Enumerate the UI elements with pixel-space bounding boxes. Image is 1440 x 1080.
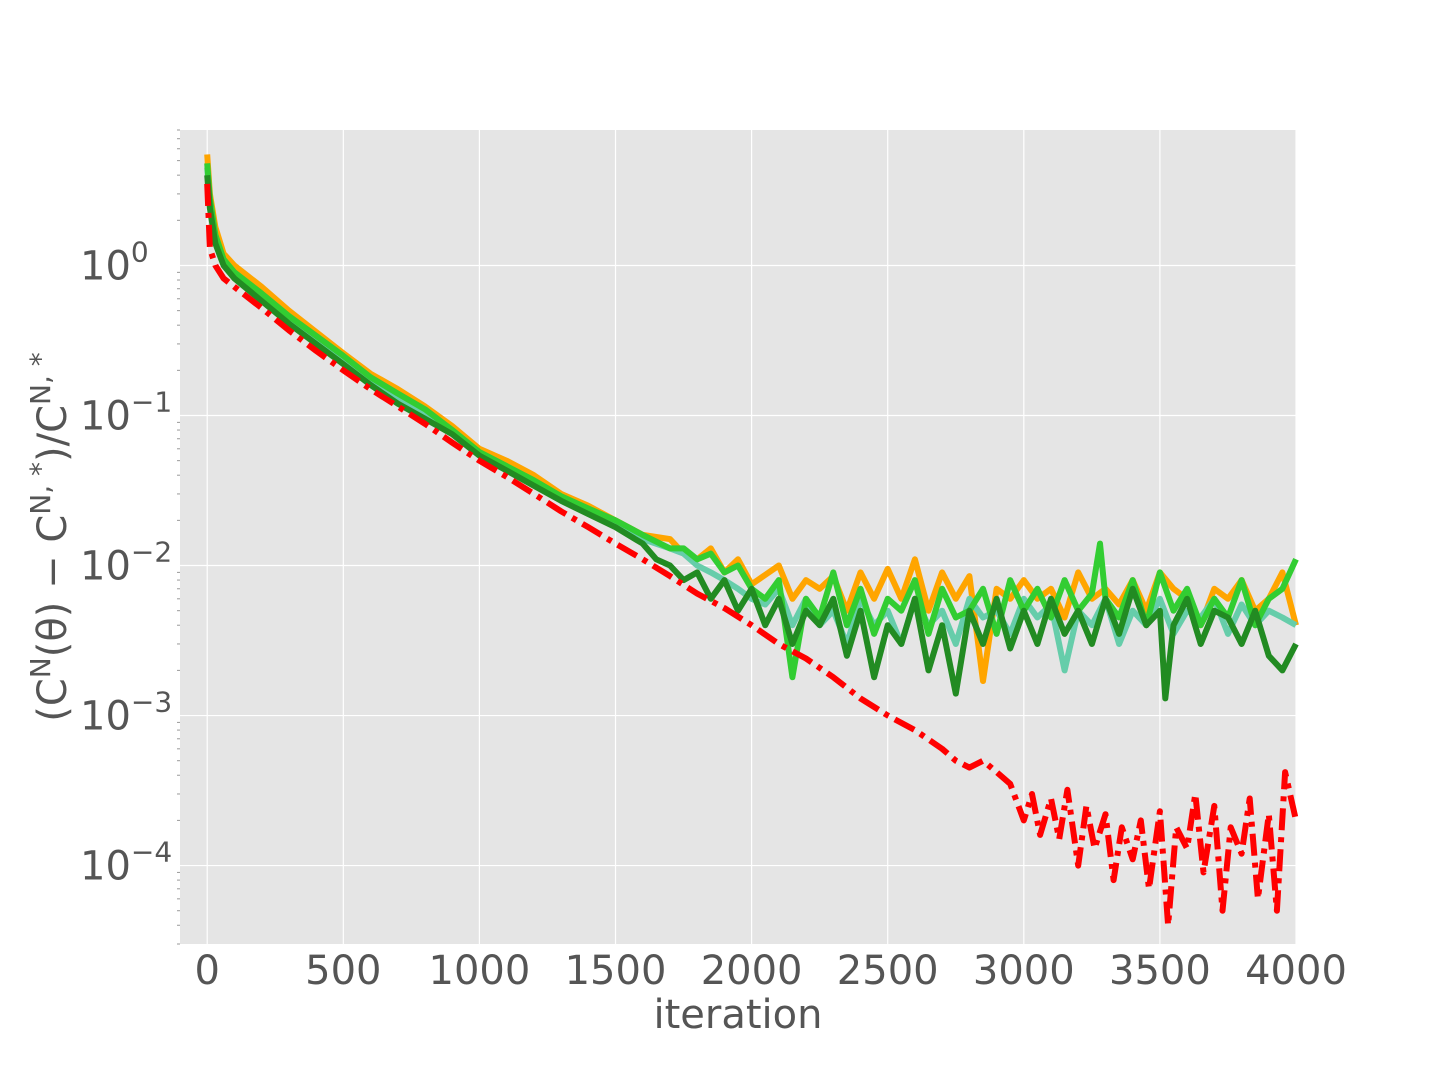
x-tick-label: 2500 — [837, 948, 939, 994]
minor-ticks — [177, 129, 180, 945]
x-tick-label: 1000 — [429, 948, 531, 994]
x-tick-label: 2000 — [701, 948, 803, 994]
y-tick-label: 10−2 — [80, 536, 172, 590]
x-axis-label: iteration — [654, 992, 823, 1038]
y-axis-label: (CN(θ) − CN, *)/CN, * — [24, 352, 76, 722]
y-tick-label: 100 — [80, 235, 149, 289]
x-tick-labels: 0 500 1000 1500 2000 2500 3000 3500 4000 — [194, 948, 1346, 994]
series-group — [204, 154, 1299, 929]
y-tick-label: 10−1 — [80, 386, 172, 440]
series-line-5 — [204, 183, 1299, 929]
plot-background — [180, 130, 1296, 944]
x-tick-label: 4000 — [1245, 948, 1347, 994]
x-tick-label: 0 — [194, 948, 219, 994]
x-tick-label: 3500 — [1109, 948, 1211, 994]
y-tick-label: 10−3 — [80, 686, 172, 740]
y-tick-label: 10−4 — [80, 836, 172, 890]
x-tick-label: 1500 — [565, 948, 667, 994]
series-line-4 — [204, 174, 1299, 702]
y-tick-labels: 100 10−1 10−2 10−3 10−4 — [80, 235, 172, 889]
x-tick-label: 500 — [305, 948, 381, 994]
x-tick-label: 3000 — [973, 948, 1075, 994]
